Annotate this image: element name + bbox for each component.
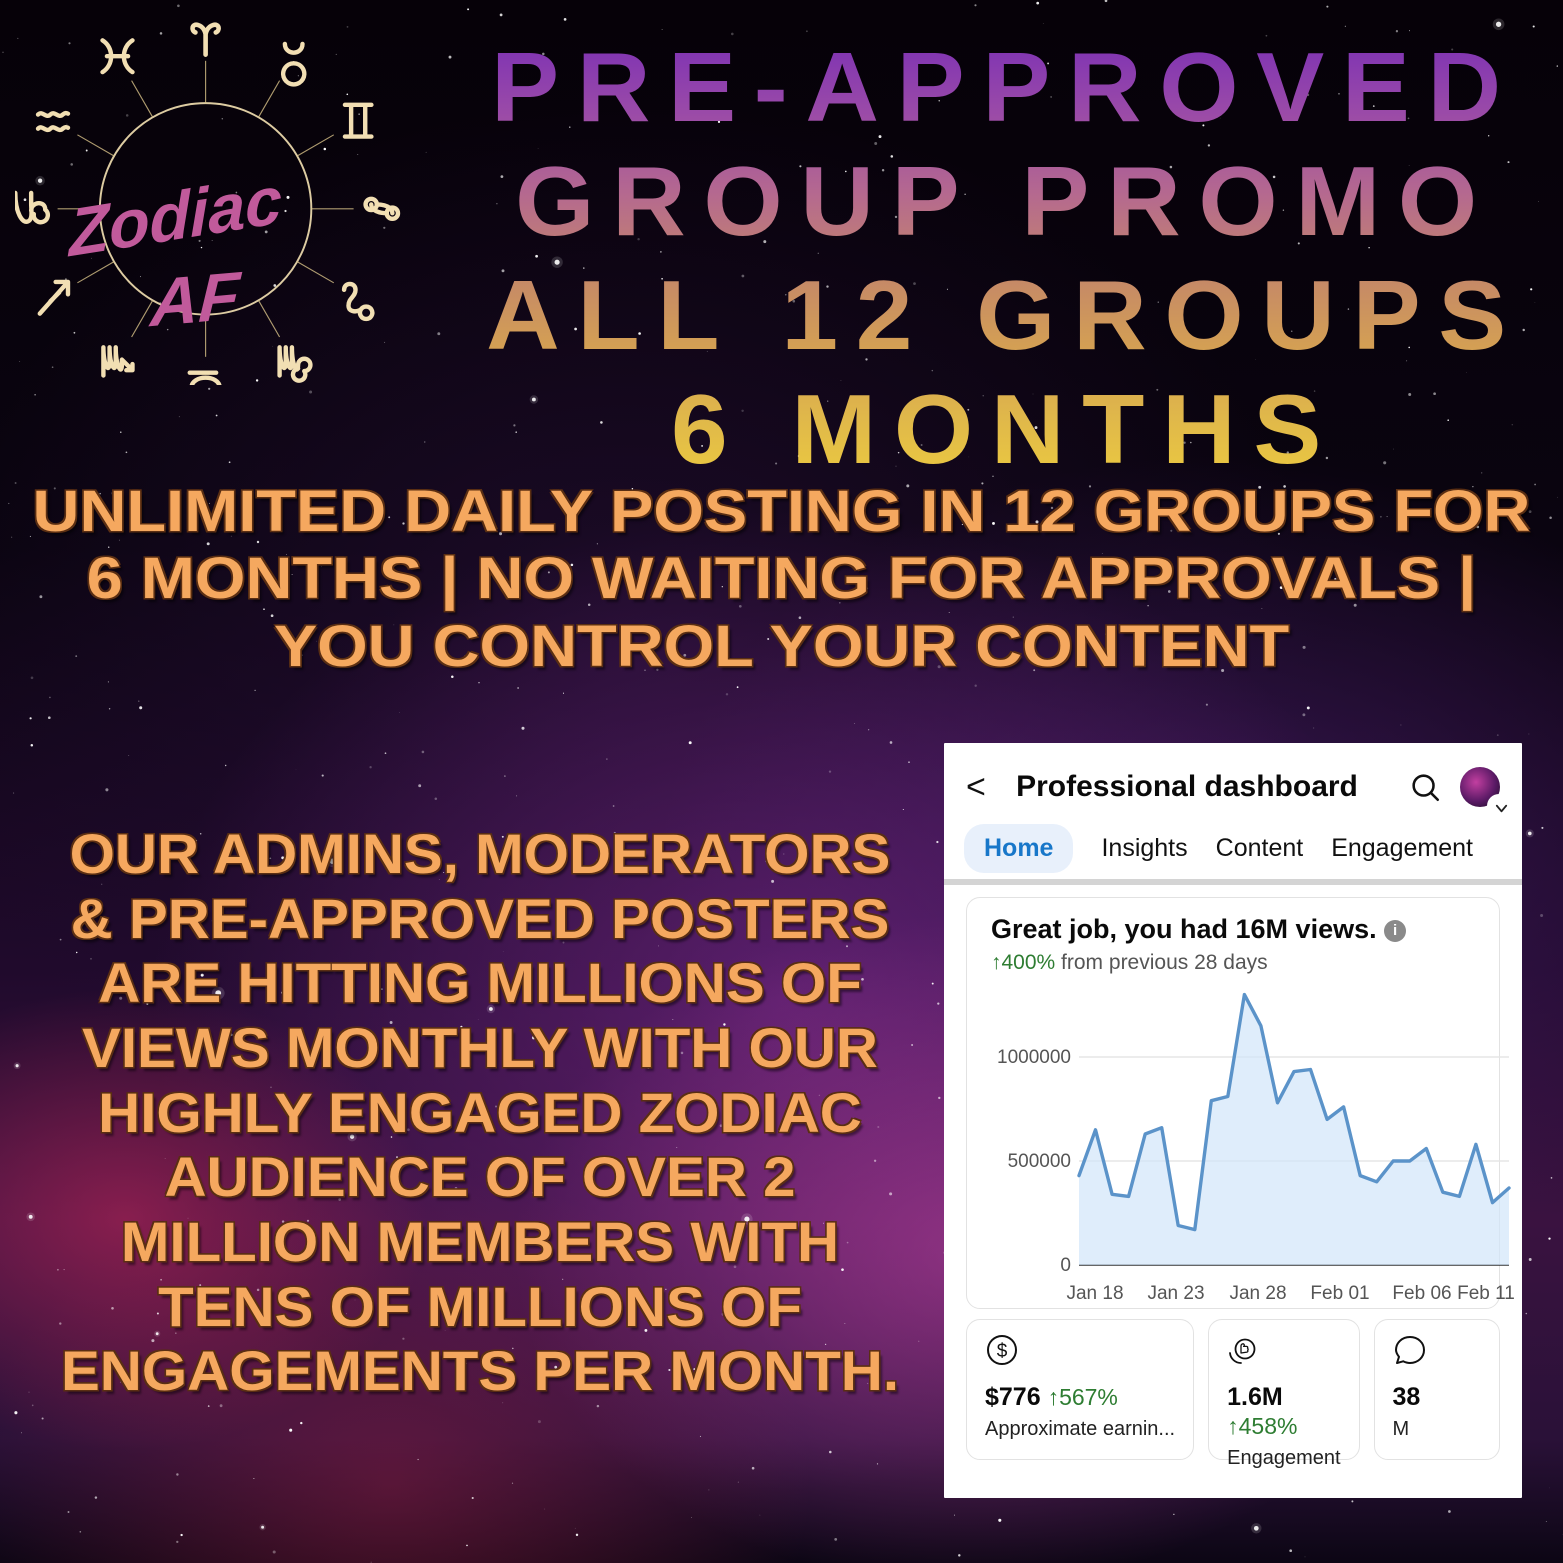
svg-text:Feb 11: Feb 11 xyxy=(1457,1283,1515,1304)
svg-text:Feb 06: Feb 06 xyxy=(1392,1283,1451,1304)
svg-text:Jan 23: Jan 23 xyxy=(1147,1283,1204,1304)
svg-text:500000: 500000 xyxy=(1008,1151,1071,1172)
svg-text:Feb 01: Feb 01 xyxy=(1310,1283,1369,1304)
svg-text:0: 0 xyxy=(1060,1255,1071,1276)
svg-text:AF: AF xyxy=(147,258,244,341)
svg-text:Zodiac: Zodiac xyxy=(66,162,282,271)
svg-text:$: $ xyxy=(997,1341,1008,1362)
svg-text:1000000: 1000000 xyxy=(997,1047,1071,1068)
svg-text:Jan 18: Jan 18 xyxy=(1066,1283,1123,1304)
svg-text:Jan 28: Jan 28 xyxy=(1229,1283,1286,1304)
